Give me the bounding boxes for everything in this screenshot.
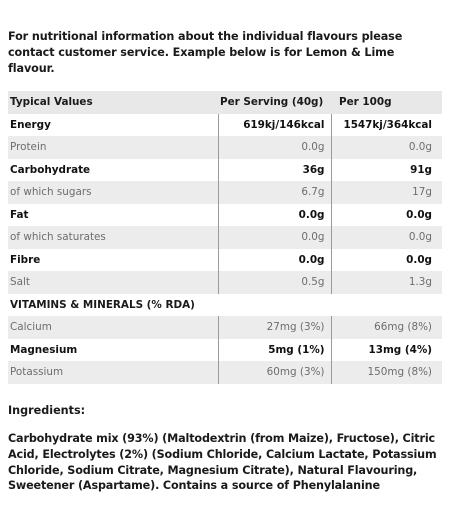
per-100g-value: 1547kj/364kcal — [330, 113, 442, 136]
nutrient-name: Potassium — [8, 361, 218, 384]
per-100g-value: 0.0g — [330, 136, 442, 159]
per-100g-value — [331, 294, 442, 317]
nutrient-name: of which saturates — [8, 226, 218, 249]
nutrient-name: Protein — [8, 136, 218, 159]
nutrition-table: Typical Values Per Serving (40g) Per 100… — [8, 91, 442, 384]
per-100g-value: 0.0g — [330, 248, 442, 271]
nutrient-name: of which sugars — [8, 181, 218, 204]
per-serving-value: 0.0g — [217, 136, 331, 159]
ingredients-text: Carbohydrate mix (93%) (Maltodextrin (fr… — [8, 432, 437, 493]
table-row: Carbohydrate 36g 91g — [8, 158, 442, 181]
per-100g-value: 13mg (4%) — [330, 338, 442, 361]
nutrient-name: Carbohydrate — [10, 163, 91, 176]
per-100g-value: 1.3g — [330, 271, 442, 294]
per-serving-value: 0.0g — [217, 248, 331, 271]
table-row: Protein 0.0g 0.0g — [8, 136, 442, 159]
table-row: of which sugars 6.7g 17g — [8, 181, 442, 204]
table-row: Calcium 27mg (3%) 66mg (8%) — [8, 316, 442, 339]
nutrient-name: Magnesium — [10, 343, 78, 356]
nutrient-name: VITAMINS & MINERALS (% RDA) — [10, 298, 195, 311]
per-serving-value: 27mg (3%) — [217, 316, 331, 339]
intro-text: For nutritional information about the in… — [8, 30, 403, 75]
nutrient-name: Fibre — [10, 253, 41, 266]
per-serving-value: 60mg (3%) — [217, 361, 331, 384]
header-typical-values: Typical Values — [8, 91, 218, 114]
per-serving-value: 0.0g — [217, 203, 331, 226]
per-100g-value: 150mg (8%) — [330, 361, 442, 384]
per-serving-value: 0.0g — [217, 226, 331, 249]
table-row: VITAMINS & MINERALS (% RDA) — [8, 294, 442, 317]
per-serving-value: 6.7g — [217, 181, 331, 204]
table-row: Magnesium 5mg (1%) 13mg (4%) — [8, 338, 442, 361]
per-serving-value: 36g — [217, 158, 331, 181]
table-row: Fibre 0.0g 0.0g — [8, 248, 442, 271]
header-per-100g: Per 100g — [331, 91, 442, 114]
per-serving-value: 619kj/146kcal — [217, 113, 331, 136]
table-row: Salt 0.5g 1.3g — [8, 271, 442, 294]
header-per-serving: Per Serving (40g) — [218, 91, 331, 114]
per-100g-value: 17g — [330, 181, 442, 204]
ingredients-title: Ingredients: — [8, 404, 86, 417]
table-row: Potassium 60mg (3%) 150mg (8%) — [8, 361, 442, 384]
per-100g-value: 0.0g — [330, 226, 442, 249]
per-100g-value: 91g — [330, 158, 442, 181]
nutrient-name: Fat — [10, 208, 29, 221]
per-serving-value: 5mg (1%) — [217, 338, 331, 361]
per-100g-value: 0.0g — [330, 203, 442, 226]
table-row: Fat 0.0g 0.0g — [8, 203, 442, 226]
table-row: Energy 619kj/146kcal 1547kj/364kcal — [8, 113, 442, 136]
nutrient-name: Calcium — [8, 316, 218, 339]
nutrient-name: Energy — [10, 118, 51, 131]
table-row: of which saturates 0.0g 0.0g — [8, 226, 442, 249]
per-serving-value: 0.5g — [217, 271, 331, 294]
table-header-row: Typical Values Per Serving (40g) Per 100… — [8, 91, 442, 114]
per-100g-value: 66mg (8%) — [330, 316, 442, 339]
per-serving-value — [218, 294, 331, 317]
nutrient-name: Salt — [8, 271, 218, 294]
